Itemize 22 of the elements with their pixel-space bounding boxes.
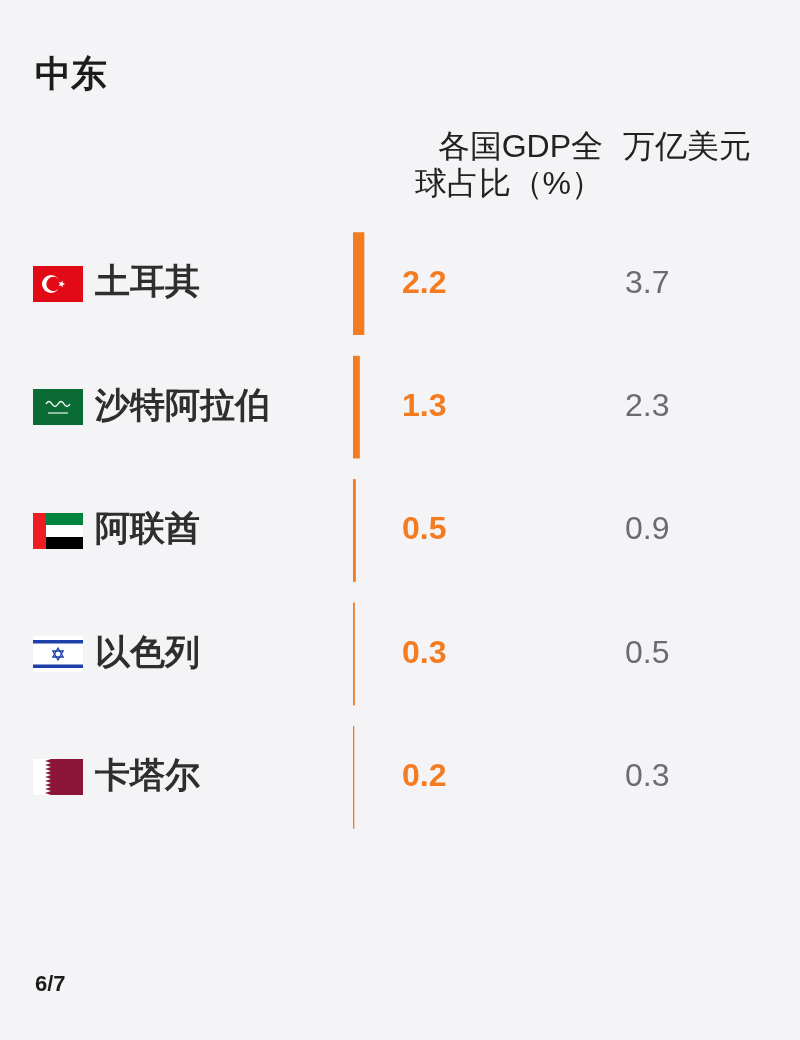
text: 万亿美元 [623, 127, 751, 164]
y-tick-label: 阿联酋 [95, 508, 200, 548]
chart-title: 中东 [35, 52, 107, 94]
data-label: 2.2 [402, 263, 447, 300]
data-label: 0.5 [402, 510, 447, 547]
y-tick-label: 卡塔尔 [94, 754, 200, 794]
y-tick-label: 以色列 [95, 631, 200, 671]
data-label: 1.3 [402, 386, 447, 423]
bar [353, 355, 360, 459]
data-label: 0.3 [625, 757, 670, 794]
data-label: 0.9 [625, 510, 670, 547]
y-tick-label: 沙特阿拉伯 [94, 384, 270, 424]
bar [353, 479, 356, 582]
text: 6/7 [35, 971, 66, 997]
bar [353, 232, 365, 336]
data-label: 0.5 [625, 633, 670, 670]
series-label: 各国GDP全球占比（%） [414, 127, 603, 201]
data-label: 3.7 [625, 263, 670, 300]
data-label: 0.3 [402, 633, 447, 670]
y-tick-label: 土耳其 [94, 261, 200, 301]
data-label: 2.3 [625, 386, 670, 423]
data-label: 0.2 [402, 757, 447, 794]
